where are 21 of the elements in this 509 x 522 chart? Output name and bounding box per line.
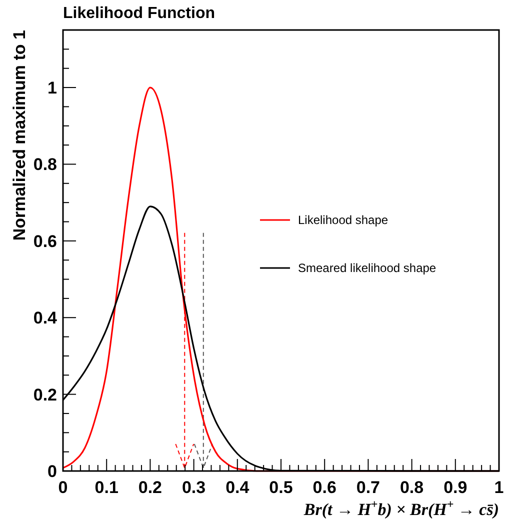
y-tick-label: 0.6 (33, 232, 57, 251)
x-tick-label: 0.6 (312, 478, 336, 497)
x-tick-label: 0.7 (356, 478, 380, 497)
legend-label: Likelihood shape (298, 213, 388, 227)
x-tick-label: 1 (494, 478, 504, 497)
x-tick-label: 0.3 (182, 478, 206, 497)
x-tick-label: 0.5 (269, 478, 293, 497)
chart-title: Likelihood Function (63, 5, 215, 22)
x-tick-label: 0.2 (138, 478, 162, 497)
x-tick-label: 0.4 (226, 478, 250, 497)
y-axis-title: Normalized maximum to 1 (10, 30, 29, 241)
y-tick-label: 1 (48, 78, 57, 98)
legend-label: Smeared likelihood shape (298, 261, 436, 275)
x-axis-title: Br(t → H$^{+}$b) × Br(H$^{+}$ → cs̄) (302, 497, 499, 519)
y-tick-label: 0.8 (33, 155, 57, 174)
x-tick-label: 0.8 (400, 478, 424, 497)
y-tick-label: 0.4 (33, 308, 58, 328)
y-tick-label: 0.2 (33, 385, 57, 404)
x-tick-label: 0.9 (444, 478, 468, 497)
y-tick-label: 0 (48, 462, 57, 481)
x-tick-label: 0.1 (94, 478, 118, 497)
